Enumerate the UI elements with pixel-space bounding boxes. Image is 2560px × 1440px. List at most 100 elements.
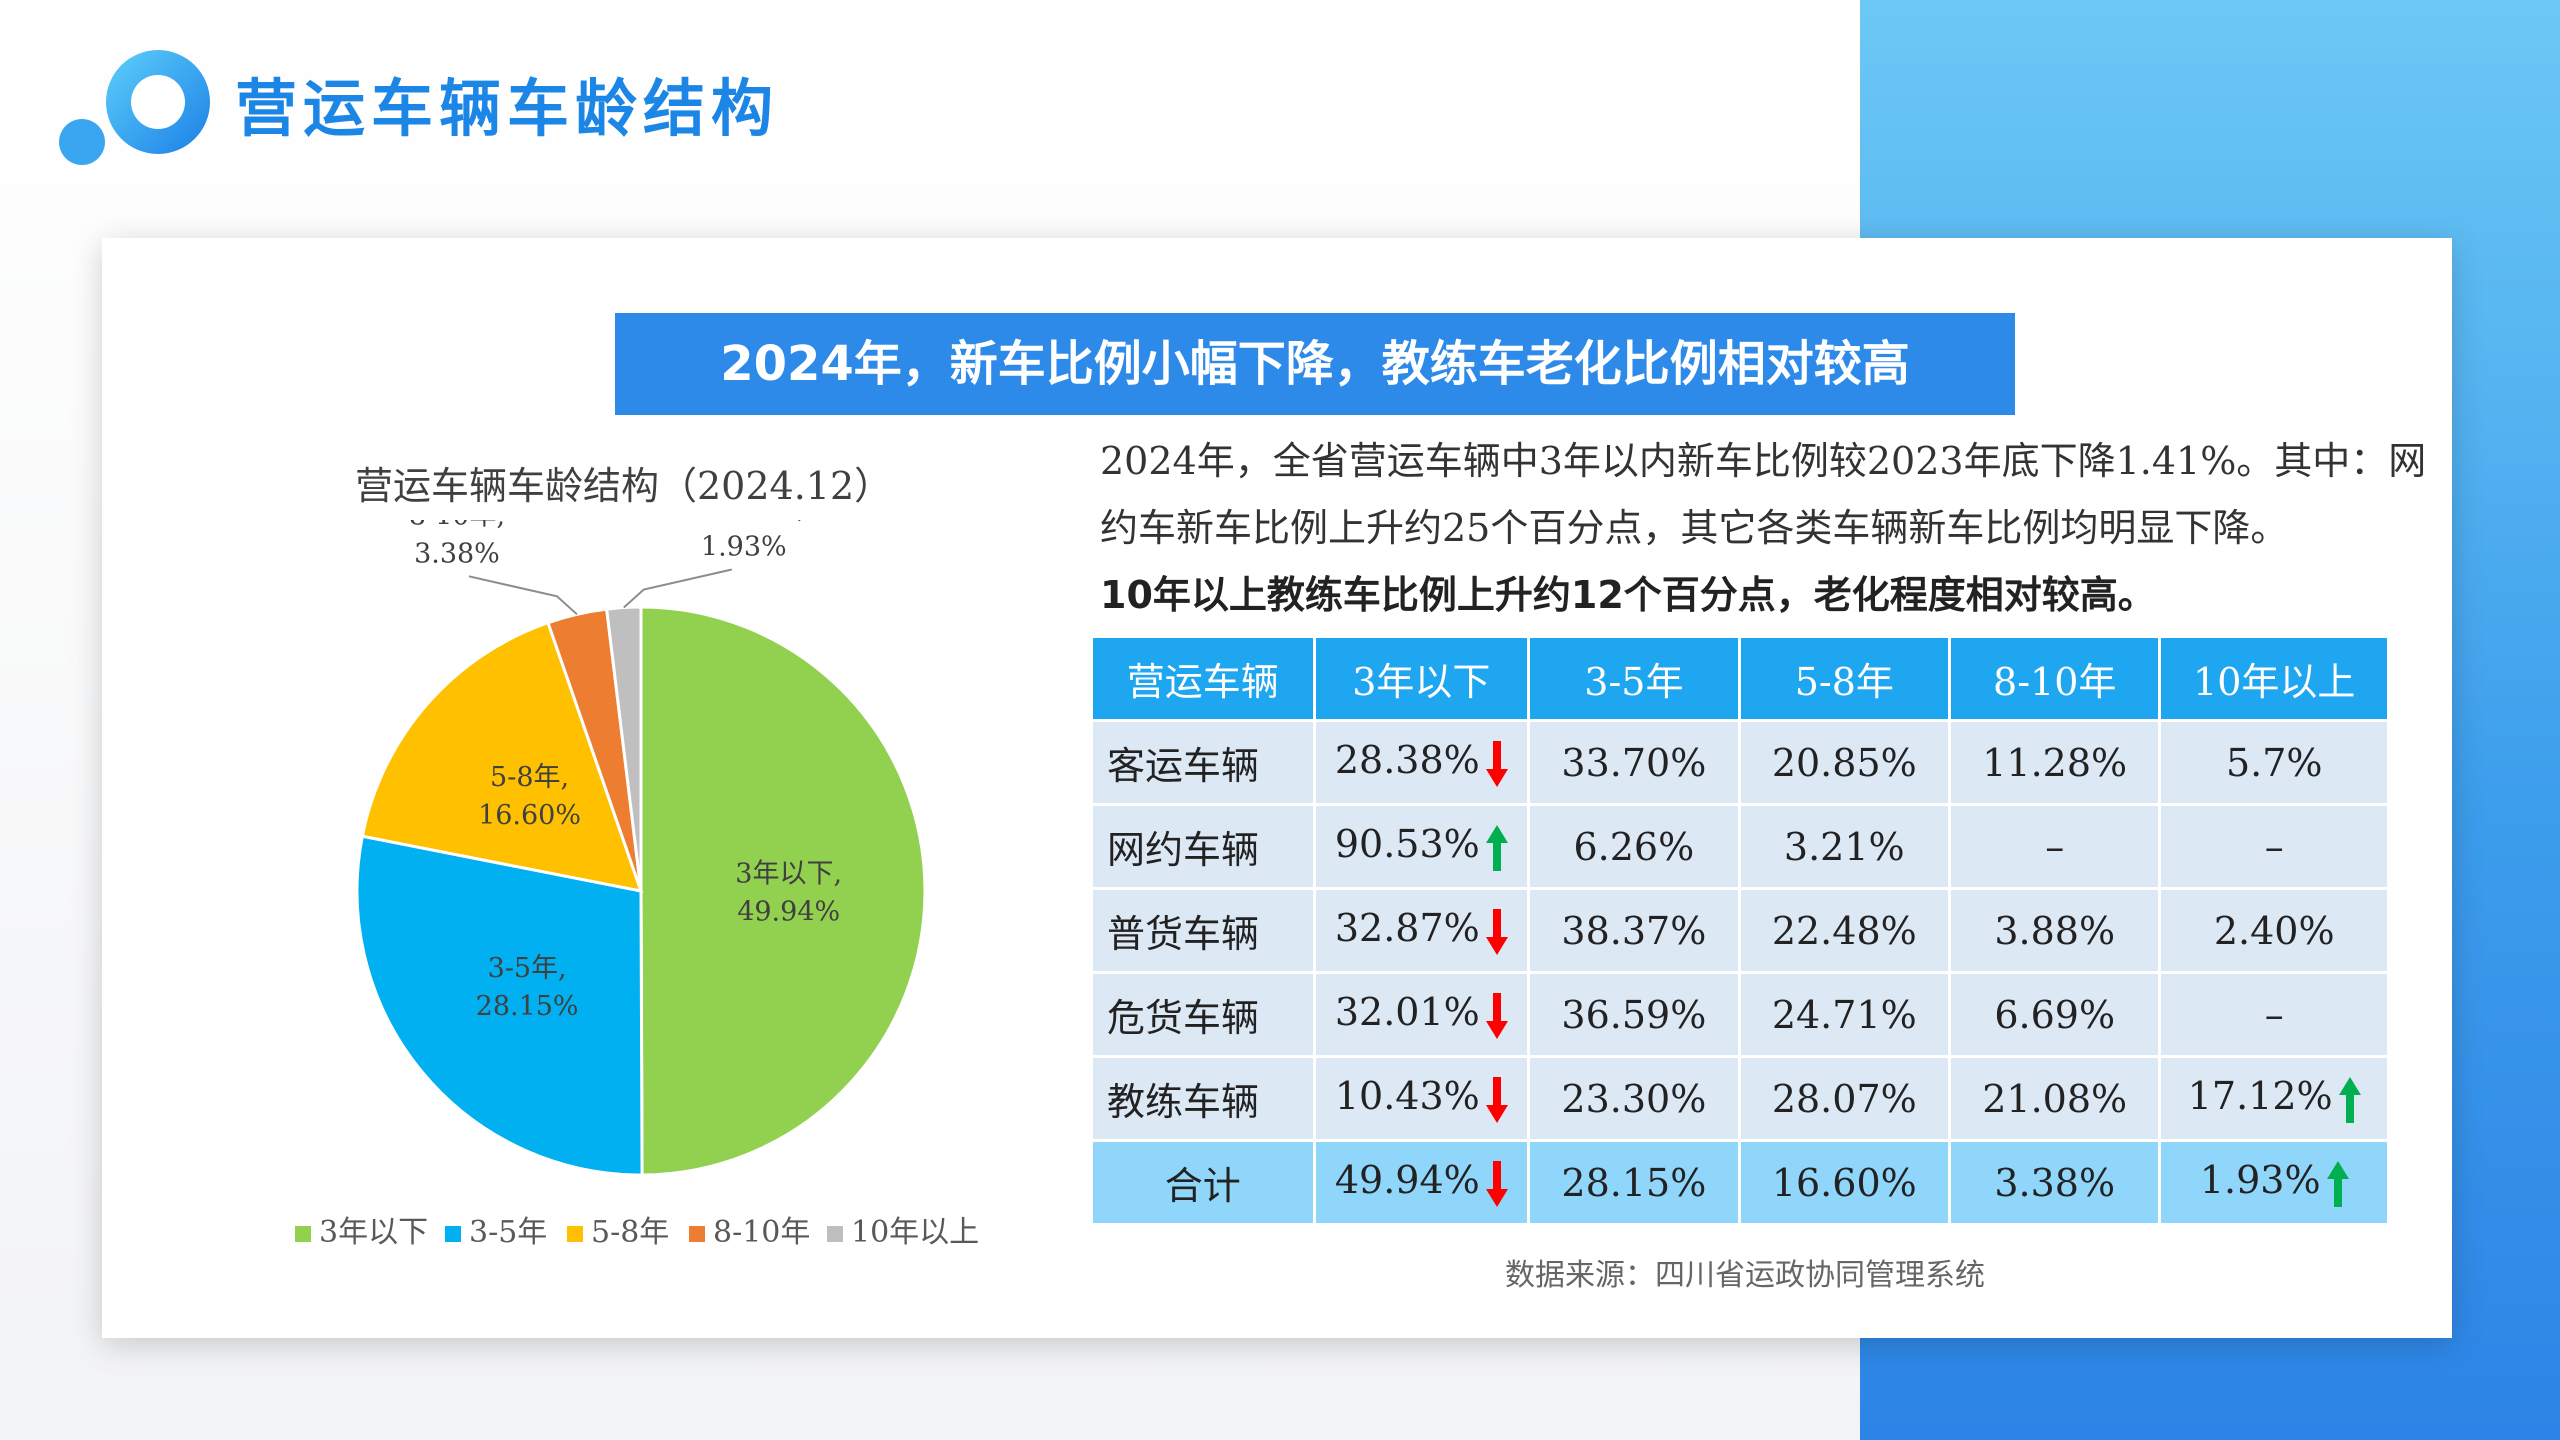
arrow-down-icon <box>1485 992 1508 1039</box>
leader-line-4 <box>623 568 733 609</box>
table-row: 普货车辆 32.87% 38.37% 22.48% 3.88% 2.40% <box>1093 890 2387 971</box>
pie-slice-1 <box>355 834 644 1177</box>
page-title: 营运车辆车龄结构 <box>235 72 780 145</box>
cell-value: 3.88% <box>1994 908 2116 953</box>
table-cell: 3.21% <box>1740 806 1948 887</box>
table-cell: 33.70% <box>1530 722 1738 803</box>
table-cell: 5.7% <box>2161 722 2387 803</box>
age-structure-table: 营运车辆 3年以下 3-5年 5-8年 8-10年 10年以上 客运车辆 28.38% 33.… <box>1090 635 2390 1226</box>
description-highlight: 10年以上教练车比例上升约12个百分点，老化程度相对较高。 <box>1100 573 2156 617</box>
table-header-cell: 10年以上 <box>2161 638 2387 719</box>
arrow-up-icon <box>2338 1076 2361 1123</box>
table-header-cell: 营运车辆 <box>1093 638 1313 719</box>
pie-label-2: 5-8年, 16.60% <box>478 762 581 831</box>
table-cell: 20.85% <box>1740 722 1948 803</box>
table-header-cell: 8-10年 <box>1951 638 2159 719</box>
cell-value: 28.38% <box>1334 738 1480 783</box>
pie-slice-0 <box>639 605 927 1177</box>
arrow-down-icon <box>1485 1160 1508 1207</box>
cell-value: 23.30% <box>1561 1076 1707 1121</box>
row-label: 网约车辆 <box>1093 806 1313 887</box>
cell-value: 49.94% <box>1334 1158 1480 1203</box>
leader-line-3 <box>468 575 578 616</box>
legend-item-4: 10年以上 <box>827 1207 979 1251</box>
table-cell: 2.40% <box>2161 890 2387 971</box>
cell-value: 5.7% <box>2225 740 2323 785</box>
description: 2024年，全省营运车辆中3年以内新车比例较2023年底下降1.41%。其中：网… <box>1100 428 2440 629</box>
table-cell: – <box>1951 806 2159 887</box>
table-cell: 24.71% <box>1740 974 1948 1055</box>
cell-value: – <box>2264 824 2284 869</box>
legend-swatch <box>689 1226 705 1242</box>
cell-value: 28.07% <box>1771 1076 1917 1121</box>
row-label: 普货车辆 <box>1093 890 1313 971</box>
table-cell: 16.60% <box>1740 1142 1948 1223</box>
cell-value: 21.08% <box>1982 1076 2128 1121</box>
arrow-down-icon <box>1485 740 1508 787</box>
pie-label-3: 8-10年,3.38% <box>409 520 505 569</box>
cell-value: 6.26% <box>1573 824 1695 869</box>
table-cell: 6.26% <box>1530 806 1738 887</box>
cell-value: 10.43% <box>1334 1074 1480 1119</box>
arrow-up-icon <box>1485 824 1508 871</box>
cell-value: 32.87% <box>1334 906 1480 951</box>
pie-slice-2 <box>360 620 644 893</box>
table-row: 网约车辆 90.53% 6.26% 3.21% – – <box>1093 806 2387 887</box>
cell-value: 32.01% <box>1334 990 1480 1035</box>
legend-label: 3年以下 <box>319 1215 429 1250</box>
table-row: 危货车辆 32.01% 36.59% 24.71% 6.69% – <box>1093 974 2387 1055</box>
legend-swatch <box>445 1226 461 1242</box>
table-cell: – <box>2161 806 2387 887</box>
cell-value: 16.60% <box>1771 1160 1917 1205</box>
description-paragraph: 2024年，全省营运车辆中3年以内新车比例较2023年底下降1.41%。其中：网… <box>1100 439 2427 550</box>
table-cell: 90.53% <box>1315 806 1528 887</box>
table-cell: 21.08% <box>1951 1058 2159 1139</box>
row-label: 客运车辆 <box>1093 722 1313 803</box>
cell-value: 1.93% <box>2199 1158 2321 1203</box>
row-label: 合计 <box>1093 1142 1313 1223</box>
legend-label: 8-10年 <box>713 1215 811 1250</box>
cell-value: 6.69% <box>1994 992 2116 1037</box>
cell-value: 36.59% <box>1561 992 1707 1037</box>
cell-value: 2.40% <box>2213 908 2335 953</box>
table-cell: 36.59% <box>1530 974 1738 1055</box>
table-cell: 28.07% <box>1740 1058 1948 1139</box>
legend-item-0: 3年以下 <box>295 1207 428 1251</box>
legend-label: 3-5年 <box>469 1215 548 1250</box>
pie-label-1: 3-5年, 28.15% <box>476 953 579 1022</box>
cell-value: 24.71% <box>1771 992 1917 1037</box>
table-total-row: 合计 49.94% 28.15% 16.60% 3.38% 1.93% <box>1093 1142 2387 1223</box>
table-header-cell: 3-5年 <box>1530 638 1738 719</box>
row-label: 危货车辆 <box>1093 974 1313 1055</box>
table-header-row: 营运车辆 3年以下 3-5年 5-8年 8-10年 10年以上 <box>1093 638 2387 719</box>
table-cell: 11.28% <box>1951 722 2159 803</box>
table-cell: 22.48% <box>1740 890 1948 971</box>
table-cell: 3.88% <box>1951 890 2159 971</box>
table-cell: – <box>2161 974 2387 1055</box>
table-cell: 17.12% <box>2161 1058 2387 1139</box>
arrow-down-icon <box>1485 908 1508 955</box>
legend-item-3: 8-10年 <box>689 1207 810 1251</box>
cell-value: 90.53% <box>1334 822 1480 867</box>
table-cell: 38.37% <box>1530 890 1738 971</box>
table-cell: 1.93% <box>2161 1142 2387 1223</box>
cell-value: – <box>2045 824 2065 869</box>
arrow-down-icon <box>1485 1076 1508 1123</box>
data-source: 数据来源：四川省运政协同管理系统 <box>1505 1258 1985 1293</box>
table-row: 客运车辆 28.38% 33.70% 20.85% 11.28% 5.7% <box>1093 722 2387 803</box>
chart-legend: 3年以下 3-5年 5-8年 8-10年 10年以上 <box>295 1207 1055 1250</box>
cell-value: 17.12% <box>2187 1074 2333 1119</box>
table-cell: 10.43% <box>1315 1058 1528 1139</box>
cell-value: 33.70% <box>1561 740 1707 785</box>
pie-label-0: 3年以下, 49.94% <box>735 859 842 928</box>
legend-swatch <box>827 1226 843 1242</box>
table-row: 教练车辆 10.43% 23.30% 28.07% 21.08% 17.12% <box>1093 1058 2387 1139</box>
table-header-cell: 3年以下 <box>1315 638 1528 719</box>
table-cell: 23.30% <box>1530 1058 1738 1139</box>
legend-item-2: 5-8年 <box>567 1207 669 1251</box>
table-cell: 3.38% <box>1951 1142 2159 1223</box>
headline-banner: 2024年，新车比例小幅下降，教练车老化比例相对较高 <box>615 313 2015 415</box>
table-cell: 6.69% <box>1951 974 2159 1055</box>
cell-value: 20.85% <box>1771 740 1917 785</box>
cell-value: – <box>2264 992 2284 1037</box>
